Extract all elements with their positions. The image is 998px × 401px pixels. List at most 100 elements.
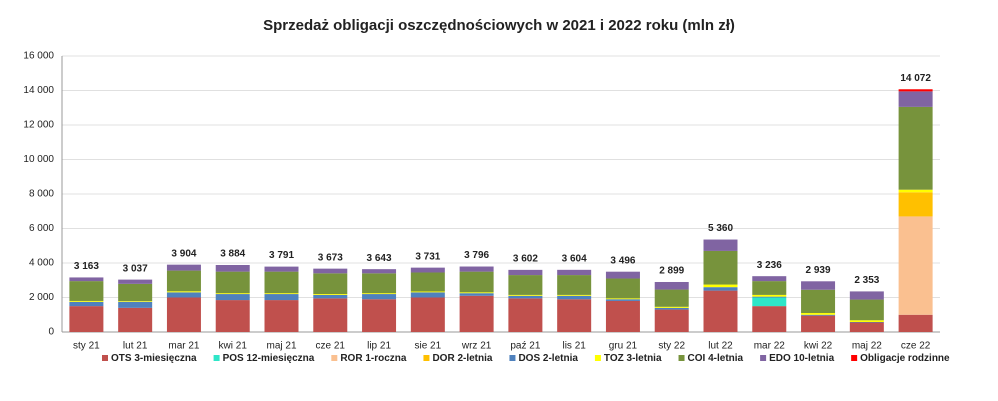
bar-segment bbox=[605, 298, 640, 300]
bar-segment bbox=[703, 284, 738, 288]
bar-segment bbox=[264, 271, 299, 294]
bar-segment bbox=[362, 299, 397, 332]
bar-segment bbox=[69, 306, 104, 332]
bar-segment bbox=[703, 290, 738, 332]
x-tick-label: cze 21 bbox=[316, 341, 346, 352]
bar-segment bbox=[752, 296, 787, 298]
bar-segment bbox=[215, 265, 250, 272]
bar-segment bbox=[654, 281, 689, 290]
legend-label: DOS 2-letnia bbox=[518, 353, 578, 364]
total-label: 3 731 bbox=[415, 251, 440, 262]
bar-segment bbox=[118, 301, 153, 302]
y-tick-label: 2 000 bbox=[29, 292, 54, 303]
legend-swatch bbox=[331, 355, 338, 361]
bar-segment bbox=[508, 295, 543, 299]
bar-segment bbox=[557, 295, 592, 300]
total-label: 14 072 bbox=[900, 73, 931, 84]
y-tick-label: 0 bbox=[48, 327, 54, 338]
total-label: 3 643 bbox=[367, 253, 392, 264]
bar-segment bbox=[849, 321, 884, 323]
bar-segment bbox=[752, 281, 787, 295]
legend-swatch bbox=[213, 355, 220, 361]
x-tick-label: kwi 22 bbox=[804, 341, 833, 352]
bar-segment bbox=[362, 269, 397, 274]
bar-segment bbox=[118, 279, 153, 284]
bar-segment bbox=[313, 294, 348, 299]
bar-segment bbox=[752, 294, 787, 297]
bar-segment bbox=[654, 306, 689, 308]
bar-segment bbox=[801, 281, 836, 290]
bar-segment bbox=[313, 273, 348, 295]
legend-label: EDO 10-letnia bbox=[769, 353, 834, 364]
x-tick-label: lis 21 bbox=[562, 341, 586, 352]
legend-label: COI 4-letnia bbox=[688, 353, 744, 364]
bar-segment bbox=[654, 309, 689, 332]
bar-segment bbox=[215, 294, 250, 301]
bar-segment bbox=[410, 292, 445, 298]
bar-segment bbox=[801, 314, 836, 316]
bar-segment bbox=[410, 272, 445, 292]
bar-segment bbox=[801, 313, 836, 315]
bar-segment bbox=[166, 297, 201, 332]
bar-segment bbox=[362, 273, 397, 294]
x-tick-label: maj 21 bbox=[266, 341, 296, 352]
bar-segment bbox=[459, 295, 494, 332]
total-label: 3 037 bbox=[123, 263, 148, 274]
legend-swatch bbox=[423, 355, 430, 361]
bar-segment bbox=[557, 269, 592, 276]
total-label: 2 899 bbox=[659, 266, 684, 277]
bar-segment bbox=[69, 277, 104, 282]
y-tick-label: 4 000 bbox=[29, 258, 54, 269]
legend-label: ROR 1-roczna bbox=[340, 353, 407, 364]
bar-segment bbox=[849, 320, 884, 322]
bar-segment bbox=[313, 298, 348, 332]
legend-swatch bbox=[851, 355, 858, 361]
legend-label: TOZ 3-letnia bbox=[604, 353, 662, 364]
bar-segment bbox=[166, 291, 201, 293]
x-tick-label: cze 22 bbox=[901, 341, 931, 352]
bar-segment bbox=[362, 294, 397, 300]
total-label: 3 904 bbox=[171, 248, 196, 259]
legend-label: OTS 3-miesięczna bbox=[111, 353, 197, 364]
bar-segment bbox=[508, 294, 543, 296]
bar-segment bbox=[410, 267, 445, 273]
x-tick-label: sty 22 bbox=[658, 341, 685, 352]
x-tick-label: sty 21 bbox=[73, 341, 100, 352]
legend-label: DOR 2-letnia bbox=[432, 353, 492, 364]
legend-label: POS 12-miesięczna bbox=[223, 353, 315, 364]
bar-segment bbox=[752, 297, 787, 307]
y-tick-label: 10 000 bbox=[23, 154, 54, 165]
total-label: 3 496 bbox=[610, 255, 635, 266]
bar-segment bbox=[849, 291, 884, 300]
bar-segment bbox=[898, 216, 933, 315]
bar-segment bbox=[264, 293, 299, 295]
bar-segment bbox=[264, 294, 299, 301]
bar-segment bbox=[362, 293, 397, 295]
y-tick-label: 14 000 bbox=[23, 85, 54, 96]
x-tick-label: lut 21 bbox=[123, 341, 148, 352]
legend-swatch bbox=[760, 355, 767, 361]
bar-segment bbox=[605, 300, 640, 332]
bar-segment bbox=[654, 307, 689, 310]
bar-segment bbox=[118, 283, 153, 302]
total-label: 3 791 bbox=[269, 250, 294, 261]
y-tick-label: 16 000 bbox=[23, 51, 54, 62]
total-label: 3 796 bbox=[464, 250, 489, 261]
chart-title: Sprzedaż obligacji oszczędnościowych w 2… bbox=[263, 17, 735, 34]
bar-segment bbox=[118, 301, 153, 308]
bar-segment bbox=[215, 293, 250, 295]
bar-segment bbox=[313, 294, 348, 295]
y-tick-label: 12 000 bbox=[23, 120, 54, 131]
bar-segment bbox=[410, 297, 445, 332]
total-label: 3 673 bbox=[318, 252, 343, 263]
total-label: 5 360 bbox=[708, 223, 733, 234]
bar-segment bbox=[605, 271, 640, 279]
bar-segment bbox=[264, 266, 299, 272]
bar-segment bbox=[605, 278, 640, 299]
bar-segment bbox=[898, 189, 933, 193]
bar-segment bbox=[410, 291, 445, 293]
bar-segment bbox=[166, 264, 201, 271]
bar-segment bbox=[264, 300, 299, 332]
bar-segment bbox=[557, 275, 592, 295]
bar-segment bbox=[752, 276, 787, 282]
